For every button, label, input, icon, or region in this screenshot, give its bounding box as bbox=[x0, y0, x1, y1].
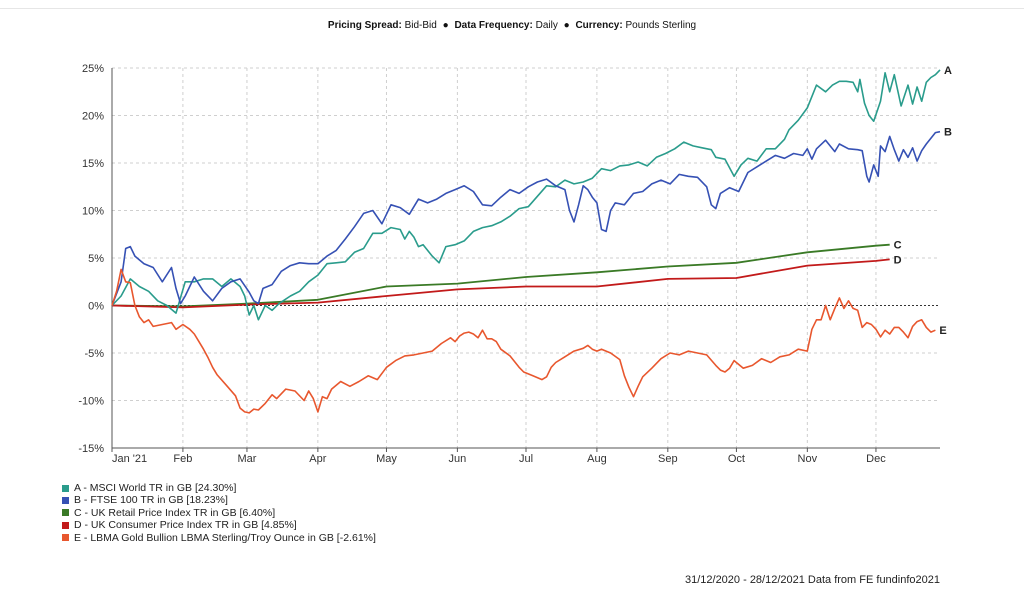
series-end-label: C bbox=[894, 240, 902, 252]
y-tick-label: 15% bbox=[82, 158, 104, 170]
data-frequency-label: Data Frequency: bbox=[454, 20, 533, 31]
y-tick-label: 0% bbox=[88, 301, 104, 313]
chart-header: Pricing Spread: Bid-Bid ● Data Frequency… bbox=[0, 20, 1024, 31]
x-tick-label: Apr bbox=[309, 453, 326, 465]
x-tick-label: Sep bbox=[658, 453, 678, 465]
legend-label: B - FTSE 100 TR in GB [18.23%] bbox=[74, 494, 228, 507]
legend-label: D - UK Consumer Price Index TR in GB [4.… bbox=[74, 519, 297, 532]
series-line-b bbox=[111, 130, 941, 306]
y-tick-label: -5% bbox=[84, 348, 104, 360]
x-tick-label: Feb bbox=[173, 453, 192, 465]
x-tick-label: Mar bbox=[237, 453, 256, 465]
legend-swatch bbox=[62, 497, 69, 505]
date-range-footer: 31/12/2020 - 28/12/2021 Data from FE fun… bbox=[684, 574, 940, 586]
currency-value: Pounds Sterling bbox=[625, 20, 697, 31]
y-tick-label: 5% bbox=[88, 253, 104, 265]
y-tick-label: -15% bbox=[78, 443, 104, 455]
x-tick-label: Aug bbox=[587, 453, 607, 465]
pricing-spread-value: Bid-Bid bbox=[404, 20, 437, 31]
x-tick-label: Jul bbox=[519, 453, 533, 465]
series-line-c bbox=[111, 243, 890, 308]
series-end-label: D bbox=[894, 254, 902, 266]
series-end-label: A bbox=[944, 65, 952, 77]
y-tick-label: 10% bbox=[82, 206, 104, 218]
x-tick-label: May bbox=[376, 453, 397, 465]
y-tick-label: -10% bbox=[78, 396, 104, 408]
legend-label: E - LBMA Gold Bullion LBMA Sterling/Troy… bbox=[74, 531, 376, 544]
series-end-label: B bbox=[944, 127, 952, 139]
x-tick-label: Jan '21 bbox=[112, 453, 147, 465]
x-tick-label: Oct bbox=[728, 453, 745, 465]
legend-swatch bbox=[62, 534, 69, 542]
top-divider bbox=[0, 8, 1024, 9]
legend-swatch bbox=[62, 521, 69, 529]
x-tick-label: Nov bbox=[798, 453, 818, 465]
separator-dot: ● bbox=[563, 20, 570, 31]
legend-swatch bbox=[62, 484, 69, 492]
legend-item: A - MSCI World TR in GB [24.30%] bbox=[62, 482, 376, 494]
data-frequency-value: Daily bbox=[535, 20, 558, 31]
legend-item: E - LBMA Gold Bullion LBMA Sterling/Troy… bbox=[62, 532, 376, 544]
legend-item: D - UK Consumer Price Index TR in GB [4.… bbox=[62, 519, 376, 531]
pricing-spread-label: Pricing Spread: bbox=[327, 20, 402, 31]
series-line-e bbox=[111, 268, 936, 414]
y-tick-label: 25% bbox=[82, 63, 104, 75]
legend-item: B - FTSE 100 TR in GB [18.23%] bbox=[62, 494, 376, 506]
x-tick-label: Jun bbox=[449, 453, 467, 465]
legend-label: C - UK Retail Price Index TR in GB [6.40… bbox=[74, 506, 276, 519]
y-tick-label: 20% bbox=[82, 111, 104, 123]
currency-label: Currency: bbox=[575, 20, 623, 31]
legend-item: C - UK Retail Price Index TR in GB [6.40… bbox=[62, 507, 376, 519]
chart-legend: A - MSCI World TR in GB [24.30%] B - FTSE… bbox=[62, 482, 376, 544]
legend-swatch bbox=[62, 509, 69, 517]
series-end-label: E bbox=[939, 325, 946, 337]
separator-dot: ● bbox=[442, 20, 449, 31]
series-line-a bbox=[111, 69, 941, 321]
x-tick-label: Dec bbox=[866, 453, 886, 465]
legend-label: A - MSCI World TR in GB [24.30%] bbox=[74, 482, 237, 494]
